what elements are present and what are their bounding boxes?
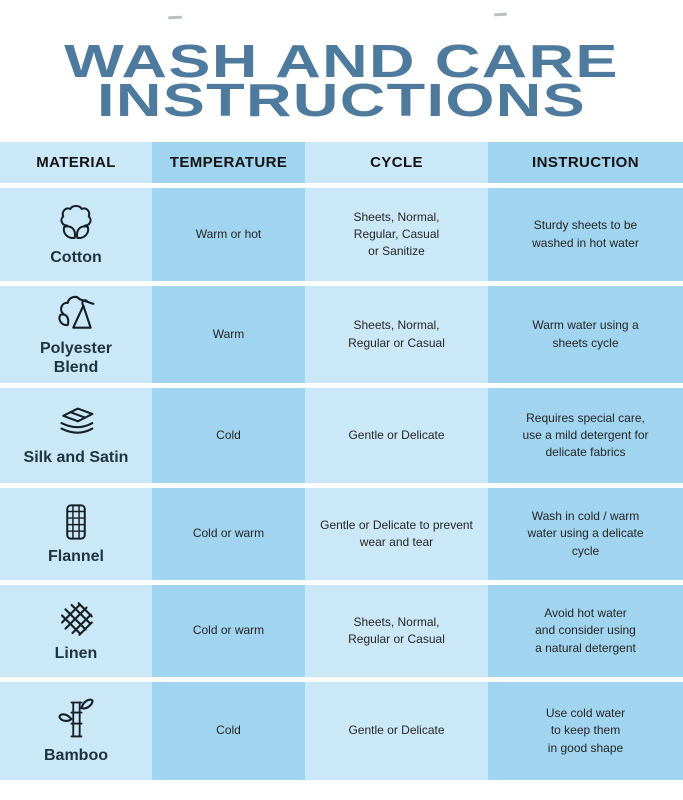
table-row-linen: Linen Cold or warm Sheets, Normal, Regul… xyxy=(0,585,683,677)
cycle-cell: Sheets, Normal, Regular, Casual or Sanit… xyxy=(305,188,488,281)
material-cell: Flannel xyxy=(0,488,152,580)
material-label: Cotton xyxy=(50,248,102,266)
material-label: Flannel xyxy=(47,548,104,566)
material-cell: Cotton xyxy=(0,188,152,281)
page-title-line1: WASH AND CARE xyxy=(64,35,619,87)
linen-icon xyxy=(60,602,93,636)
temperature-cell: Cold or warm xyxy=(152,488,305,580)
temperature-cell: Warm xyxy=(152,286,305,383)
material-cell: Bamboo xyxy=(0,682,152,780)
instruction-cell: Wash in cold / warm water using a delica… xyxy=(488,488,683,580)
material-cell: Linen xyxy=(0,585,152,677)
page-title: WASH AND CARE INSTRUCTIONS xyxy=(0,35,683,126)
instruction-cell: Warm water using a sheets cycle xyxy=(488,286,683,383)
cycle-cell: Gentle or Delicate xyxy=(305,388,488,483)
row-separator xyxy=(0,383,683,388)
cycle-cell: Sheets, Normal, Regular or Casual xyxy=(305,585,488,677)
instruction-cell: Requires special care, use a mild deterg… xyxy=(488,388,683,483)
temperature-cell: Cold or warm xyxy=(152,585,305,677)
wash-care-table: MATERIAL TEMPERATURE CYCLE INSTRUCTION C… xyxy=(0,142,683,780)
material-cell: Polyester Blend xyxy=(0,286,152,383)
temperature-cell: Cold xyxy=(152,682,305,780)
temperature-cell: Cold xyxy=(152,388,305,483)
cycle-cell: Gentle or Delicate xyxy=(305,682,488,780)
polyester-blend-icon xyxy=(58,296,95,329)
silk-satin-icon xyxy=(60,407,94,434)
flannel-icon xyxy=(66,504,86,540)
row-separator xyxy=(0,580,683,585)
smudge-mark xyxy=(493,12,508,17)
table-row-polyester-blend: Polyester Blend Warm Sheets, Normal, Reg… xyxy=(0,286,683,383)
bamboo-icon xyxy=(58,698,94,738)
header-temperature: TEMPERATURE xyxy=(152,142,305,183)
instruction-cell: Sturdy sheets to be washed in hot water xyxy=(488,188,683,281)
header-cycle: CYCLE xyxy=(305,142,488,183)
cycle-cell: Gentle or Delicate to prevent wear and t… xyxy=(305,488,488,580)
material-cell: Silk and Satin xyxy=(0,388,152,483)
material-label: Linen xyxy=(54,645,98,663)
table-row-flannel: Flannel Cold or warm Gentle or Delicate … xyxy=(0,488,683,580)
material-label: Polyester Blend xyxy=(39,340,113,376)
table-row-cotton: Cotton Warm or hot Sheets, Normal, Regul… xyxy=(0,188,683,281)
header-instruction: INSTRUCTION xyxy=(488,142,683,183)
cotton-icon xyxy=(60,204,92,239)
table-header-row: MATERIAL TEMPERATURE CYCLE INSTRUCTION xyxy=(0,142,683,183)
table-row-bamboo: Bamboo Cold Gentle or Delicate Use cold … xyxy=(0,682,683,780)
row-separator xyxy=(0,677,683,682)
cycle-cell: Sheets, Normal, Regular or Casual xyxy=(305,286,488,383)
smudge-mark xyxy=(167,15,183,20)
material-label: Bamboo xyxy=(44,747,108,765)
instruction-cell: Avoid hot water and consider using a nat… xyxy=(488,585,683,677)
row-separator xyxy=(0,483,683,488)
header-material: MATERIAL xyxy=(0,142,152,183)
page-title-line2: INSTRUCTIONS xyxy=(96,74,587,126)
table-row-silk-satin: Silk and Satin Cold Gentle or Delicate R… xyxy=(0,388,683,483)
temperature-cell: Warm or hot xyxy=(152,188,305,281)
row-separator xyxy=(0,183,683,188)
row-separator xyxy=(0,281,683,286)
instruction-cell: Use cold water to keep them in good shap… xyxy=(488,682,683,780)
material-label: Silk and Satin xyxy=(23,448,129,466)
